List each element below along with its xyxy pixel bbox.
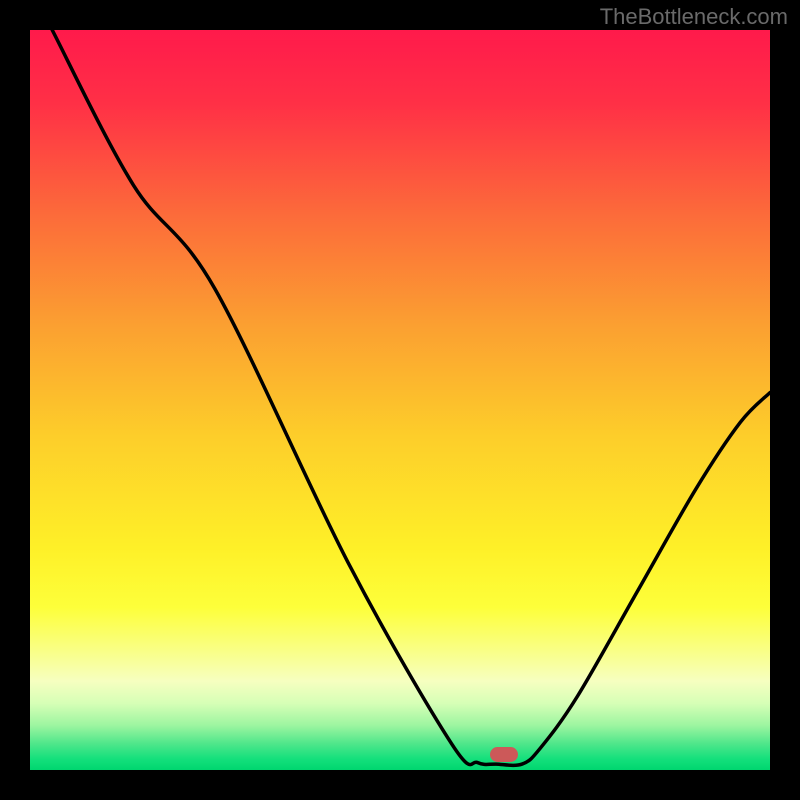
bottleneck-curve bbox=[30, 30, 770, 770]
minimum-marker bbox=[490, 747, 518, 762]
watermark-text: TheBottleneck.com bbox=[600, 4, 788, 30]
chart-plot-area bbox=[30, 30, 770, 770]
